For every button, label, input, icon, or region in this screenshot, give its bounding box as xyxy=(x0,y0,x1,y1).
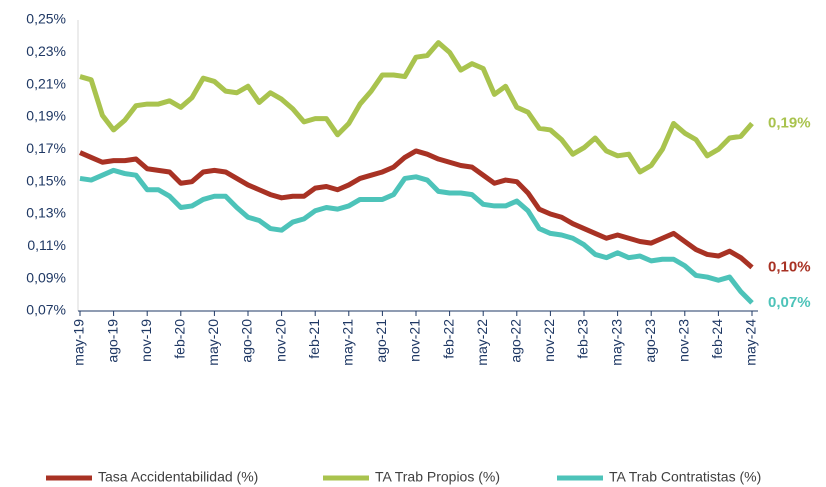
y-tick-label: 0,21% xyxy=(26,75,66,91)
legend-text: TA Trab Propios (%) xyxy=(375,469,500,485)
x-tick-label: feb-24 xyxy=(709,319,725,359)
x-tick-label: nov-22 xyxy=(541,319,557,362)
x-tick-label: ago-22 xyxy=(508,319,524,363)
x-tick-label: feb-21 xyxy=(306,319,322,359)
x-tick-label: ago-20 xyxy=(239,319,255,363)
y-tick-label: 0,07% xyxy=(26,302,66,318)
x-tick-label: may-22 xyxy=(474,319,490,366)
y-tick-label: 0,15% xyxy=(26,172,66,188)
y-tick-label: 0,09% xyxy=(26,269,66,285)
legend-text: Tasa Accidentabilidad (%) xyxy=(98,469,258,485)
x-tick-label: may-19 xyxy=(71,319,87,366)
x-tick-label: may-20 xyxy=(205,319,221,366)
y-tick-label: 0,25% xyxy=(26,11,66,27)
series-line xyxy=(79,167,754,305)
series-line xyxy=(79,40,754,175)
x-tick-label: feb-20 xyxy=(172,319,188,359)
x-tick-label: nov-20 xyxy=(272,319,288,362)
y-tick-label: 0,19% xyxy=(26,108,66,124)
x-tick-label: ago-21 xyxy=(373,319,389,363)
end-label: 0,10% xyxy=(768,258,811,275)
x-tick-label: ago-19 xyxy=(104,319,120,363)
y-tick-label: 0,13% xyxy=(26,205,66,221)
x-tick-label: may-23 xyxy=(608,319,624,366)
y-tick-label: 0,17% xyxy=(26,140,66,156)
legend-text: TA Trab Contratistas (%) xyxy=(609,469,761,485)
x-tick-label: ago-23 xyxy=(642,319,658,363)
series-line xyxy=(79,148,754,270)
y-tick-label: 0,23% xyxy=(26,43,66,59)
x-tick-label: may-24 xyxy=(743,319,759,366)
y-tick-label: 0,11% xyxy=(27,237,66,253)
x-tick-label: feb-23 xyxy=(575,319,591,359)
end-label: 0,19% xyxy=(768,114,811,131)
x-tick-label: nov-21 xyxy=(407,319,423,362)
end-label: 0,07% xyxy=(768,294,811,311)
x-tick-label: nov-23 xyxy=(676,319,692,362)
x-tick-label: may-21 xyxy=(340,319,356,366)
x-tick-label: nov-19 xyxy=(138,319,154,362)
x-tick-label: feb-22 xyxy=(440,319,456,359)
